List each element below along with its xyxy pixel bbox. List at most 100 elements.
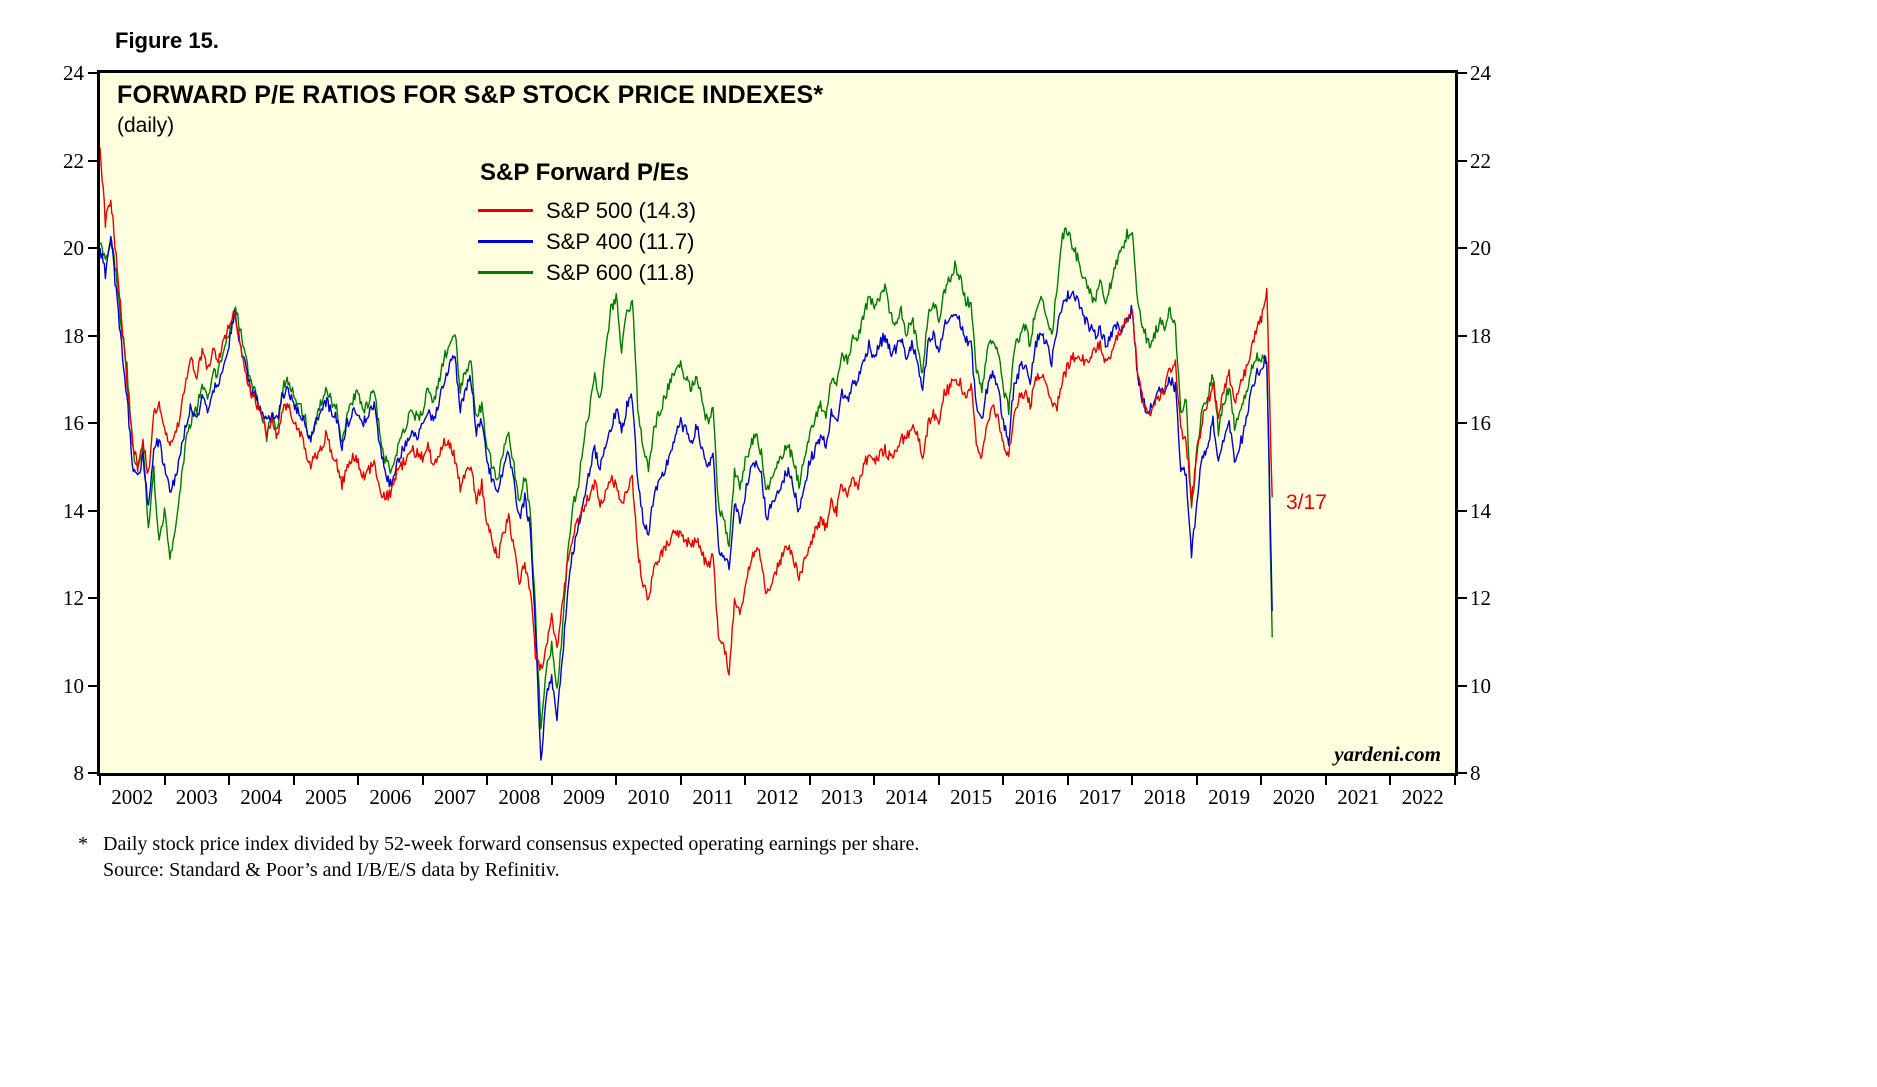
y-axis-tick [1458,247,1467,249]
x-axis-tick-label: 2010 [627,785,670,809]
plot-area: FORWARD P/E RATIOS FOR S&P STOCK PRICE I… [97,70,1458,776]
y-axis-tick [88,159,97,162]
x-axis-tick-label: 2014 [885,785,928,809]
x-axis-tick-label: 2009 [562,785,605,809]
x-axis-tick-label: 2013 [821,785,864,809]
y-axis-tick [1458,159,1467,162]
x-axis-tick [163,776,166,785]
watermark: yardeni.com [1334,742,1441,766]
y-axis-tick-label: 16 [63,411,84,435]
series-line-s-p-600 [100,227,1273,730]
y-axis-tick-label: 12 [63,586,84,610]
x-axis-tick [486,776,489,785]
series-line-s-p-500 [100,147,1273,676]
legend-header: S&P Forward P/Es [480,159,689,186]
x-axis-tick-label: 2018 [1143,785,1186,809]
x-axis-tick [808,776,811,785]
x-axis-tick [744,776,747,785]
y-axis-tick-label: 10 [1470,673,1491,698]
chart-title-block: FORWARD P/E RATIOS FOR S&P STOCK PRICE I… [117,81,823,138]
y-axis-tick-label: 16 [1470,411,1491,435]
legend-item: S&P 400 (11.7) [478,226,696,257]
x-axis-tick-label: 2008 [498,785,541,809]
y-axis-tick-label: 20 [63,236,84,260]
x-axis-tick [1389,776,1392,785]
x-axis-tick-label: 2011 [692,785,734,809]
chart-title: FORWARD P/E RATIOS FOR S&P STOCK PRICE I… [117,81,824,109]
y-axis-tick-label: 14 [1470,498,1491,523]
x-axis-tick-label: 2007 [433,785,476,809]
x-axis-tick-label: 2019 [1208,785,1251,809]
x-axis-tick [1324,776,1327,785]
x-axis-tick [550,776,553,785]
x-axis-tick [292,776,295,785]
y-axis-tick-label: 10 [63,673,84,698]
y-axis-tick [88,72,97,74]
y-axis-tick [1458,509,1467,512]
x-axis-tick [1131,776,1134,785]
y-axis-tick [1458,597,1467,599]
legend-item-label: S&P 600 (11.8) [546,259,695,285]
y-axis-tick-label: 18 [63,323,84,348]
legend-line-swatch [478,209,533,212]
y-axis-tick [88,772,97,774]
x-axis-tick-label: 2017 [1079,785,1122,809]
legend-line-swatch [478,271,533,274]
y-axis-tick-label: 20 [1470,236,1491,260]
legend: S&P Forward P/Es S&P 500 (14.3) S&P 400 (… [478,159,696,288]
y-axis-tick-label: 24 [1470,61,1491,85]
legend-item: S&P 500 (14.3) [478,195,696,226]
y-axis-tick-label: 24 [63,61,84,85]
x-axis-tick-label: 2022 [1401,785,1444,809]
chart-canvas [100,147,1273,761]
x-axis-tick [1066,776,1069,785]
y-axis-tick [1458,422,1467,424]
x-axis-tick [1454,776,1456,785]
x-axis-tick [615,776,618,785]
y-axis-tick [88,247,97,249]
x-axis-tick-label: 2004 [240,785,283,809]
y-axis-tick-label: 22 [63,148,84,173]
x-axis-tick [937,776,940,785]
y-axis-tick [88,684,97,687]
x-axis-tick [99,776,101,785]
y-axis-tick [88,597,97,599]
legend-line-swatch [478,240,533,243]
x-axis-tick-label: 2015 [950,785,993,809]
x-axis-tick-label: 2021 [1337,785,1380,809]
y-axis-tick-label: 8 [1470,761,1481,785]
footnote-text: Daily stock price index divided by 52-we… [103,833,920,855]
x-axis-tick-label: 2020 [1272,785,1315,809]
x-axis-tick-label: 2002 [111,785,154,809]
x-axis-tick-label: 2003 [175,785,218,809]
legend-item-label: S&P 400 (11.7) [546,228,695,254]
x-axis-tick [357,776,360,785]
y-axis-tick [1458,334,1467,337]
x-axis-tick-label: 2016 [1014,785,1057,809]
y-axis-tick-label: 18 [1470,323,1491,348]
y-axis-tick [1458,772,1467,774]
latest-date-annotation: 3/17 [1286,491,1327,514]
y-axis-tick [1458,684,1467,687]
legend-items: S&P 500 (14.3) S&P 400 (11.7) S&P 600 (11.… [478,195,696,288]
legend-item: S&P 600 (11.8) [478,257,696,288]
x-axis-tick [421,776,424,785]
y-axis-tick [88,422,97,424]
x-axis-tick [228,776,231,785]
footnote-marker: * [78,833,88,855]
y-axis-tick-label: 22 [1470,148,1491,173]
x-axis-tick-label: 2005 [304,785,347,809]
x-axis-tick [1260,776,1263,785]
footnote-source: Source: Standard & Poor’s and I/B/E/S da… [103,859,560,881]
x-axis-tick [1002,776,1005,785]
y-axis-tick-label: 8 [73,761,85,785]
y-axis-tick [88,509,97,512]
x-axis-tick-label: 2006 [369,785,412,809]
y-axis-tick [1458,72,1467,74]
figure-label: Figure 15. [115,28,219,53]
y-axis-tick-label: 14 [63,498,84,523]
chart-subtitle: (daily) [117,114,175,137]
series-line-s-p-400 [100,235,1273,761]
x-axis-tick [1195,776,1198,785]
